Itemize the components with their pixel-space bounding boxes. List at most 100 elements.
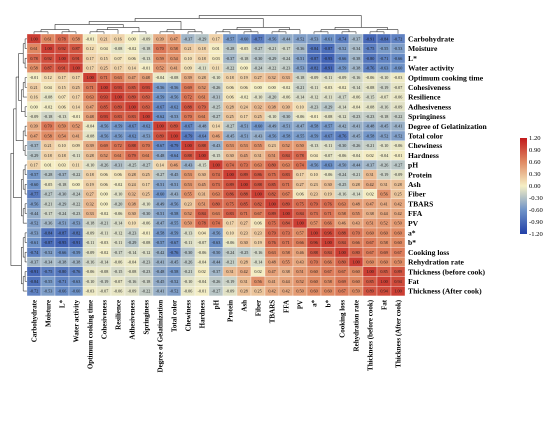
cell-value-label: -0.95: [324, 56, 333, 61]
cell-value-label: 0.27: [254, 75, 261, 80]
cell-value-label: -0.76: [366, 65, 375, 70]
cell-value-label: -0.63: [380, 65, 389, 70]
cell-value-label: 0.02: [366, 153, 373, 158]
cell-value-label: 0.39: [30, 124, 37, 129]
cell-value-label: 0.19: [86, 182, 93, 187]
cell-value-label: -0.87: [324, 46, 333, 51]
cell-value-label: -0.80: [58, 269, 67, 274]
cell-value-label: 0.52: [198, 85, 205, 90]
cell-value-label: -0.05: [240, 46, 249, 51]
cell-value-label: 0.31: [240, 279, 247, 284]
cell-value-label: 0.76: [268, 240, 275, 245]
cell-value-label: 0.93: [100, 114, 107, 119]
cell-value-label: 1.00: [268, 201, 275, 206]
cell-value-label: 1.00: [198, 153, 205, 158]
cell-value-label: -0.37: [212, 269, 221, 274]
cell-value-label: 0.04: [198, 230, 206, 235]
cell-value-label: 0.53: [184, 172, 191, 177]
cell-value-label: 0.52: [380, 221, 387, 226]
cell-value-label: 0.55: [282, 259, 289, 264]
cell-value-label: 0.91: [58, 65, 65, 70]
cell-value-label: -0.41: [156, 289, 165, 294]
cell-value-label: -0.02: [338, 85, 347, 90]
cell-value-label: -0.07: [380, 95, 389, 100]
cell-value-label: 0.41: [170, 65, 177, 70]
cell-value-label: 0.85: [240, 201, 247, 206]
cell-value-label: 0.21: [100, 36, 107, 41]
cell-value-label: 0.80: [352, 250, 359, 255]
cell-value-label: -0.58: [156, 230, 165, 235]
cell-value-label: -0.19: [380, 172, 389, 177]
cell-value-label: -0.17: [338, 95, 347, 100]
cell-value-label: 0.70: [44, 124, 51, 129]
cell-value-label: 0.32: [128, 192, 135, 197]
cell-value-label: -0.02: [100, 211, 109, 216]
cell-value-label: -0.71: [58, 279, 67, 284]
colorbar-tick-label: -0.90: [529, 219, 543, 226]
cell-value-label: -0.31: [114, 162, 123, 167]
cell-value-label: 0.30: [324, 182, 331, 187]
cell-value-label: -0.30: [254, 56, 263, 61]
cell-value-label: 0.59: [156, 56, 163, 61]
cell-value-label: -0.29: [324, 104, 333, 109]
cell-value-label: 0.28: [128, 172, 135, 177]
cell-value-label: 1.00: [212, 162, 219, 167]
cell-value-label: 0.00: [100, 192, 107, 197]
cell-value-label: -0.91: [30, 269, 39, 274]
cell-value-label: -0.12: [142, 250, 151, 255]
cell-value-label: -0.79: [184, 133, 193, 138]
cell-value-label: -0.25: [212, 104, 221, 109]
cell-value-label: 0.67: [366, 250, 373, 255]
cell-value-label: -0.06: [338, 153, 347, 158]
cell-value-label: -0.13: [184, 230, 193, 235]
cell-value-label: 0.80: [268, 162, 275, 167]
cell-value-label: 0.21: [184, 46, 191, 51]
cell-value-label: 0.16: [114, 36, 121, 41]
cell-value-label: 0.50: [394, 221, 401, 226]
cell-value-label: 0.75: [226, 201, 233, 206]
cell-value-label: 0.27: [296, 182, 303, 187]
cell-value-label: -0.24: [58, 211, 68, 216]
cell-value-label: -0.51: [296, 56, 305, 61]
cell-value-label: -0.47: [156, 221, 165, 226]
cell-value-label: -0.56: [30, 201, 39, 206]
cell-value-label: -0.44: [212, 259, 222, 264]
cell-value-label: -0.08: [128, 269, 137, 274]
cell-value-label: 1.00: [310, 230, 317, 235]
cell-value-label: 0.83: [128, 114, 135, 119]
cell-value-label: -0.55: [380, 46, 389, 51]
cell-value-label: 0.83: [226, 211, 233, 216]
cell-value-label: 0.83: [114, 114, 121, 119]
cell-value-label: 0.66: [352, 240, 359, 245]
cell-value-label: -0.08: [44, 95, 53, 100]
cell-value-label: -0.10: [380, 75, 389, 80]
cell-value-label: 0.61: [142, 153, 149, 158]
cell-value-label: -0.29: [198, 36, 207, 41]
cell-value-label: -0.14: [128, 250, 138, 255]
cell-value-label: -0.21: [226, 259, 235, 264]
cell-value-label: 0.25: [394, 192, 401, 197]
cell-value-label: -0.49: [156, 201, 165, 206]
cell-value-label: -0.56: [310, 162, 319, 167]
row-dendrogram: [10, 38, 27, 292]
cell-value-label: 1.00: [44, 46, 51, 51]
cell-value-label: -0.04: [128, 259, 138, 264]
cell-value-label: -0.09: [394, 172, 403, 177]
cell-value-label: 0.93: [114, 85, 121, 90]
cell-value-label: -0.10: [380, 143, 389, 148]
cell-value-label: -0.06: [282, 95, 291, 100]
cell-value-label: 0.59: [394, 259, 401, 264]
cell-value-label: 0.96: [310, 240, 317, 245]
cell-value-label: 0.44: [282, 279, 290, 284]
cell-value-label: -0.23: [142, 259, 151, 264]
cell-value-label: -0.04: [352, 153, 362, 158]
cell-value-label: -0.44: [30, 211, 40, 216]
cell-value-label: 0.59: [58, 124, 65, 129]
cell-value-label: 0.23: [268, 143, 275, 148]
cell-value-label: -0.23: [72, 211, 81, 216]
cell-value-label: -0.07: [100, 289, 109, 294]
cell-value-label: -0.51: [240, 124, 249, 129]
cell-value-label: -0.37: [30, 259, 39, 264]
cell-value-label: 0.27: [240, 221, 247, 226]
cell-value-label: 0.10: [226, 230, 233, 235]
